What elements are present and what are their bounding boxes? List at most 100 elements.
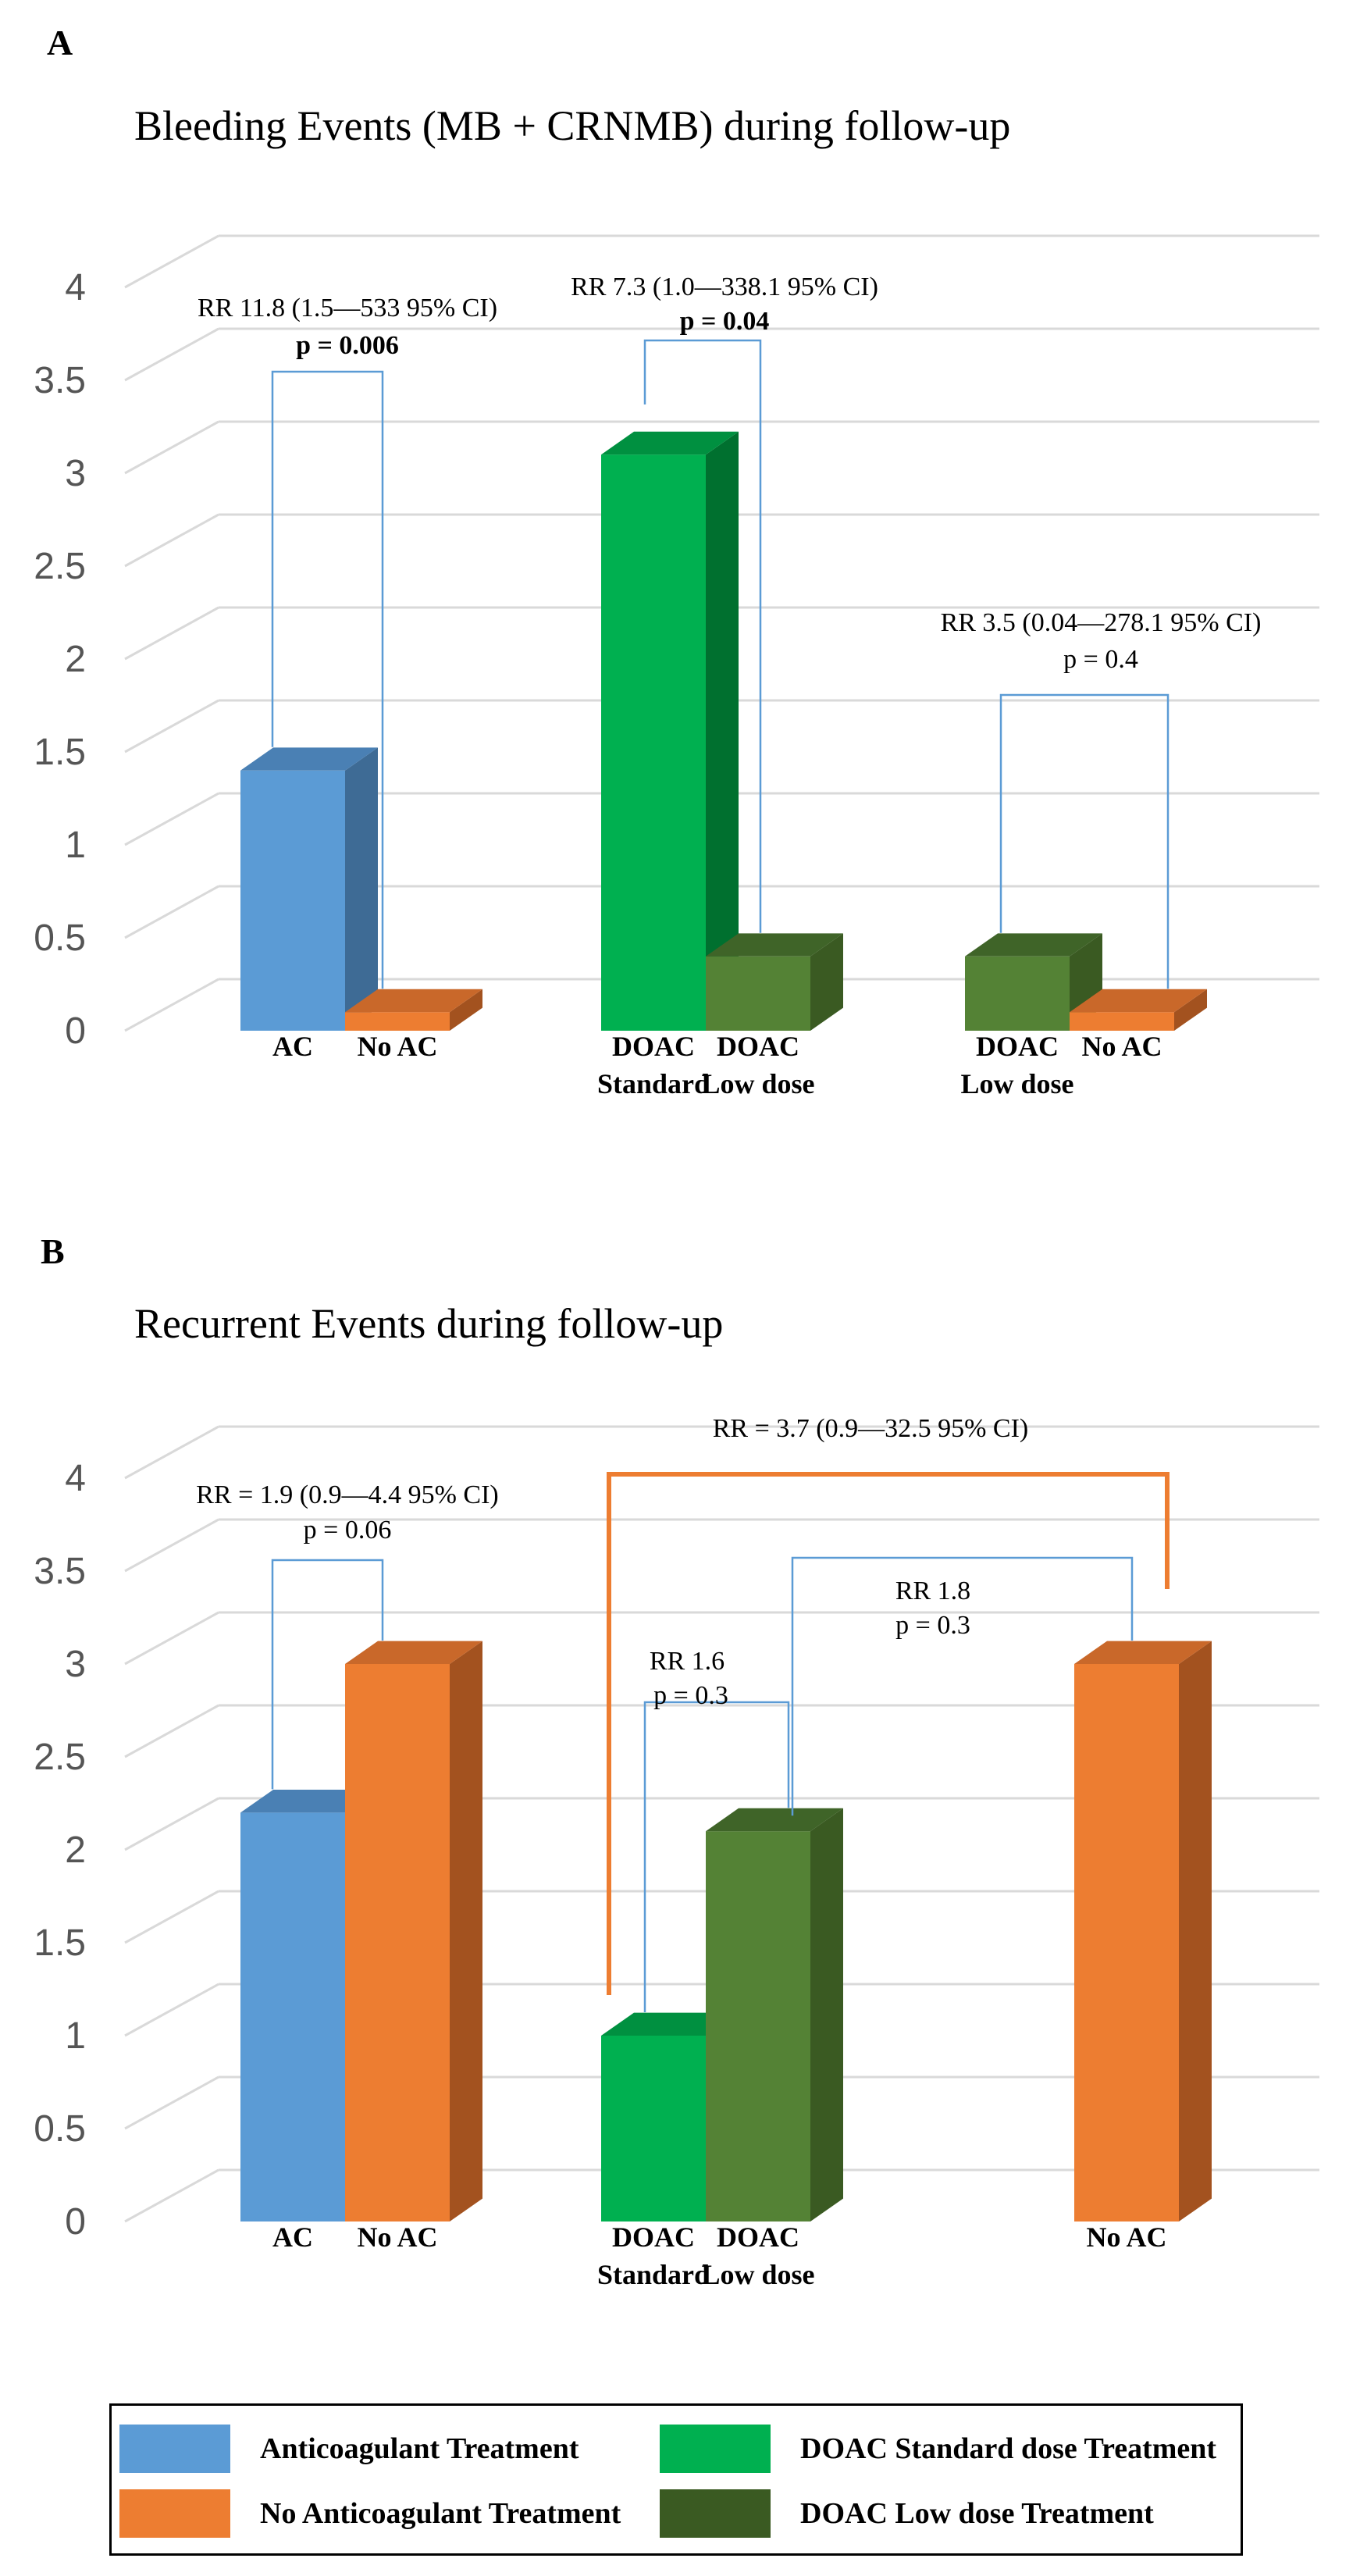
y-tick-label: 3 <box>65 1644 86 1685</box>
y-tick-label: 2 <box>65 1830 86 1871</box>
category-label: Low dose <box>701 2259 814 2290</box>
annotation-p: p = 0.3 <box>895 1611 970 1640</box>
legend-label-anticoagulant: Anticoagulant Treatment <box>260 2432 579 2465</box>
bracket <box>643 339 762 933</box>
category-label: AC <box>272 1031 313 1062</box>
annotation-p: p = 0.3 <box>653 1681 728 1710</box>
category-label: No AC <box>1086 2221 1166 2253</box>
gridline-slant <box>124 1611 219 1666</box>
bar <box>706 1831 810 2221</box>
y-tick-label: 2.5 <box>34 546 86 587</box>
legend-label-doac-standard: DOAC Standard dose Treatment <box>800 2432 1217 2465</box>
y-tick-label: 3.5 <box>34 360 86 401</box>
bracket <box>791 1556 1134 1816</box>
legend-item-anticoagulant: Anticoagulant Treatment <box>119 2425 579 2473</box>
gridline-slant <box>124 606 219 661</box>
bracket <box>271 1559 384 1790</box>
annotation-p: p = 0.4 <box>1063 645 1138 674</box>
legend-item-doac-low: DOAC Low dose Treatment <box>660 2489 1154 2538</box>
gridline-slant <box>124 1518 219 1573</box>
bracket-orange <box>607 1472 1170 1995</box>
category-label: Low dose <box>701 1068 814 1099</box>
bar <box>706 956 810 1031</box>
bar-side <box>706 431 739 1031</box>
legend-swatch-no-anticoagulant <box>119 2489 230 2538</box>
category-label: DOAC <box>717 1031 799 1062</box>
bar <box>1070 1012 1174 1031</box>
category-label: DOAC <box>612 1031 695 1062</box>
y-tick-label: 0 <box>65 2201 86 2243</box>
category-label: Standard <box>597 1068 710 1099</box>
bar <box>345 1012 450 1031</box>
gridline-slant <box>124 792 219 846</box>
bar-side <box>450 989 482 1031</box>
y-tick-label: 1 <box>65 825 86 866</box>
bar <box>601 2036 706 2221</box>
y-tick-label: 1.5 <box>34 732 86 773</box>
bar-top <box>1074 1641 1212 1664</box>
legend-swatch-doac-standard <box>660 2425 771 2473</box>
bar-top <box>601 431 739 455</box>
category-label: No AC <box>357 2221 437 2253</box>
gridline-slant <box>124 699 219 754</box>
legend-swatch-anticoagulant <box>119 2425 230 2473</box>
bar <box>345 1664 450 2221</box>
bracket <box>643 1701 790 2012</box>
panel-b-title: Recurrent Events during follow-up <box>134 1300 724 1347</box>
y-tick-label: 2 <box>65 639 86 680</box>
category-label: No AC <box>357 1031 437 1062</box>
bar-top <box>345 1641 482 1664</box>
legend-item-doac-standard: DOAC Standard dose Treatment <box>660 2425 1216 2473</box>
gridline-slant <box>124 1704 219 1758</box>
bar <box>240 1812 345 2221</box>
legend-item-no-anticoagulant: No Anticoagulant Treatment <box>119 2489 621 2538</box>
gridline-slant <box>124 978 219 1032</box>
bar-top <box>965 933 1102 957</box>
category-label: Standard <box>597 2259 710 2290</box>
gridline-slant <box>124 234 219 289</box>
bar-top <box>706 1808 843 1832</box>
y-tick-label: 3 <box>65 453 86 494</box>
legend-label-doac-low: DOAC Low dose Treatment <box>800 2497 1154 2530</box>
category-label: Low dose <box>960 1068 1073 1099</box>
legend: Anticoagulant Treatment DOAC Standard do… <box>109 2403 1243 2556</box>
gridline-slant <box>124 885 219 939</box>
category-label: No AC <box>1081 1031 1162 1062</box>
bar-top <box>601 2012 739 2036</box>
annotation-p: p = 0.06 <box>304 1516 392 1545</box>
annotation-p: p = 0.04 <box>680 307 770 336</box>
y-tick-label: 1.5 <box>34 1922 86 1964</box>
annotation-rr: RR = 1.9 (0.9—4.4 95% CI) <box>196 1480 499 1509</box>
y-tick-label: 0 <box>65 1010 86 1052</box>
category-label: AC <box>272 2221 313 2253</box>
bar-side <box>345 747 378 1031</box>
annotation-rr: RR 7.3 (1.0—338.1 95% CI) <box>571 273 878 301</box>
gridline-slant <box>124 1983 219 2037</box>
bar-side <box>810 1808 843 2221</box>
bar-side <box>810 933 843 1031</box>
category-label: DOAC <box>976 1031 1059 1062</box>
gridline-slant <box>124 513 219 568</box>
gridline-slant <box>124 1797 219 1851</box>
y-tick-label: 4 <box>65 267 86 308</box>
gridline-slant <box>124 2075 219 2130</box>
bar <box>965 956 1070 1031</box>
panel-b-letter: B <box>41 1231 65 1271</box>
annotation-p: p = 0.006 <box>296 331 399 360</box>
bar-side <box>1179 1641 1212 2221</box>
bar <box>240 770 345 1031</box>
bar-top <box>345 989 482 1013</box>
y-tick-label: 1 <box>65 2015 86 2057</box>
bar <box>601 454 706 1031</box>
bar-top <box>1070 989 1207 1013</box>
annotation-rr: RR 11.8 (1.5—533 95% CI) <box>198 294 497 322</box>
bar-top <box>240 747 378 771</box>
annotation-rr: RR 1.6 <box>650 1647 725 1676</box>
bar-top <box>706 933 843 957</box>
bar-side <box>450 1641 482 2221</box>
panel-a-letter: A <box>47 23 73 62</box>
bar-side <box>1174 989 1207 1031</box>
bar <box>1074 1664 1179 2221</box>
